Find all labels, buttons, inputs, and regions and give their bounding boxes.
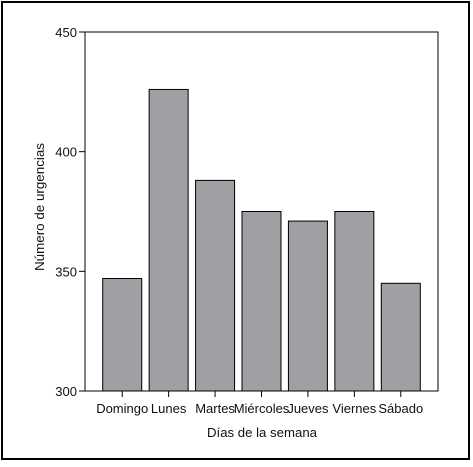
y-tick-label: 400 xyxy=(55,145,77,160)
x-axis-label: Días de la semana xyxy=(207,425,318,440)
bar xyxy=(241,211,282,392)
x-tick-label: Sábado xyxy=(378,401,423,416)
x-tick-label: Lunes xyxy=(151,401,187,416)
x-tick-label: Jueves xyxy=(287,401,329,416)
y-tick-label: 300 xyxy=(55,384,77,399)
bar xyxy=(287,220,328,392)
x-tick-label: Martes xyxy=(195,401,235,416)
bar xyxy=(380,282,421,392)
y-axis-label: Número de urgencias xyxy=(32,142,47,271)
y-tick-label: 350 xyxy=(55,264,77,279)
bar xyxy=(195,179,236,392)
bar xyxy=(334,211,375,392)
x-tick-label: Domingo xyxy=(96,401,148,416)
y-tick-label: 450 xyxy=(55,25,77,40)
x-tick-label: Miércoles xyxy=(234,401,290,416)
bar xyxy=(102,278,143,392)
x-tick-label: Viernes xyxy=(332,401,376,416)
bar xyxy=(148,88,189,392)
